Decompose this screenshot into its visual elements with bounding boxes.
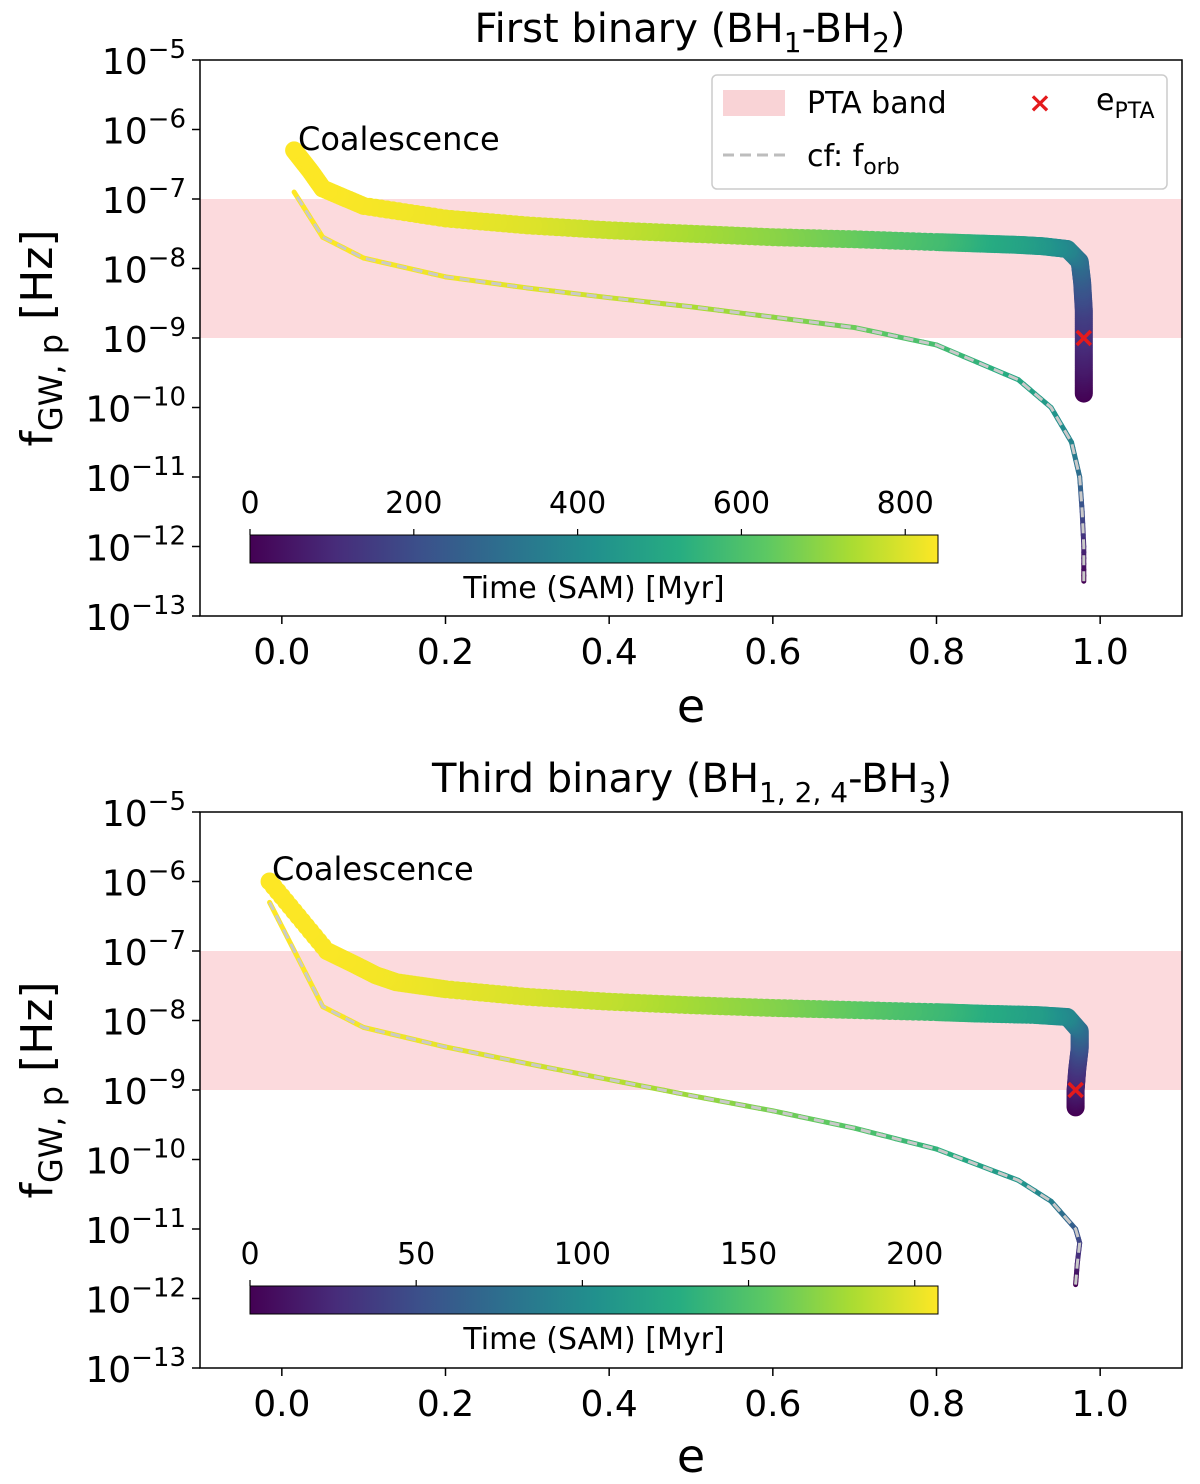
y-tick-label: 10−9 (102, 313, 186, 361)
y-tick-label: 10−13 (85, 591, 186, 639)
y-tick-label: 10−10 (85, 1135, 186, 1183)
panel1-colorbar-label: Time (SAM) [Myr] (462, 571, 724, 606)
panel1-colorbar-ticks: 0 200 400 600 800 (240, 486, 933, 535)
y-tick-label: 10−7 (102, 174, 186, 222)
colorbar-tick-label: 150 (720, 1237, 777, 1272)
panel1-colorbar: 0 200 400 600 800 Time (SAM) [Myr] (240, 486, 938, 606)
x-tick-label: 0.6 (744, 1384, 801, 1425)
x-tick-label: 0.2 (417, 632, 474, 673)
y-tick-label: 10−7 (102, 926, 186, 974)
x-tick-label: 0.4 (581, 632, 638, 673)
y-tick-label: 10−8 (102, 244, 186, 292)
panel2-colorbar: 0 50 100 150 200 Time (SAM) [Myr] (240, 1237, 943, 1357)
x-tick-label: 1.0 (1072, 1384, 1129, 1425)
panel1-y-ticks: 10−5 10−6 10−7 10−8 10−9 10−10 10−11 10−12 10−13 (85, 35, 200, 639)
x-tick-label: 0.2 (417, 1384, 474, 1425)
y-tick-label: 10−11 (85, 1204, 186, 1252)
legend-epta-marker: × (1028, 86, 1051, 119)
colorbar-tick-label: 100 (554, 1237, 611, 1272)
x-tick-label: 0.6 (744, 632, 801, 673)
pta-band (200, 199, 1182, 338)
x-tick-label: 0.0 (253, 632, 310, 673)
panel2-title: Third binary (BH1, 2, 4-BH3) (431, 756, 952, 809)
y-tick-label: 10−5 (102, 787, 186, 835)
x-tick-label: 1.0 (1072, 632, 1129, 673)
panel2-colorbar-bar (250, 1286, 938, 1314)
panel1-x-ticks: 0.0 0.2 0.4 0.6 0.8 1.0 (253, 616, 1129, 673)
panel1-pta-band-layer (200, 199, 1182, 338)
y-tick-label: 10−8 (102, 996, 186, 1044)
y-tick-label: 10−13 (85, 1343, 186, 1391)
y-tick-label: 10−10 (85, 383, 186, 431)
panel1-xlabel: e (677, 679, 705, 733)
y-tick-label: 10−5 (102, 35, 186, 83)
panel2-y-ticks: 10−5 10−6 10−7 10−8 10−9 10−10 10−11 10−12 10−13 (85, 787, 200, 1391)
x-tick-label: 0.4 (581, 1384, 638, 1425)
panel2-xlabel: e (677, 1429, 705, 1480)
legend-band-label: PTA band (807, 86, 947, 121)
colorbar-tick-label: 0 (240, 486, 259, 521)
x-tick-label: 0.8 (908, 632, 965, 673)
panel2-colorbar-ticks: 0 50 100 150 200 (240, 1237, 943, 1286)
y-tick-label: 10−11 (85, 452, 186, 500)
panel2-ylabel: fGW, p [Hz] (12, 981, 70, 1198)
colorbar-tick-label: 200 (886, 1237, 943, 1272)
colorbar-tick-label: 800 (877, 486, 934, 521)
x-tick-label: 0.0 (253, 1384, 310, 1425)
panel1-legend: PTA band cf: forb × ePTA (712, 75, 1167, 189)
colorbar-tick-label: 0 (240, 1237, 259, 1272)
panel2-colorbar-label: Time (SAM) [Myr] (462, 1322, 724, 1357)
x-tick-label: 0.8 (908, 1384, 965, 1425)
y-tick-label: 10−12 (85, 1274, 186, 1322)
colorbar-tick-label: 200 (385, 486, 442, 521)
legend-band-swatch (723, 90, 785, 116)
y-tick-label: 10−6 (102, 857, 186, 905)
panel-first-binary: First binary (BH1-BH2) 10−510−610−710−81… (12, 6, 1182, 733)
panel1-ylabel: fGW, p [Hz] (12, 229, 70, 446)
panel2-annotation: Coalescence (272, 850, 474, 888)
colorbar-tick-label: 600 (713, 486, 770, 521)
y-tick-label: 10−12 (85, 522, 186, 570)
panel-third-binary: Third binary (BH1, 2, 4-BH3) 10−510−610−… (12, 756, 1182, 1480)
panel2-x-ticks: 0.0 0.2 0.4 0.6 0.8 1.0 (253, 1368, 1129, 1425)
colorbar-tick-label: 400 (549, 486, 606, 521)
panel1-annotation: Coalescence (298, 120, 500, 158)
panel1-title: First binary (BH1-BH2) (474, 6, 905, 59)
y-tick-label: 10−9 (102, 1065, 186, 1113)
panel1-colorbar-bar (250, 535, 938, 563)
colorbar-tick-label: 50 (397, 1237, 435, 1272)
y-tick-label: 10−6 (102, 105, 186, 153)
